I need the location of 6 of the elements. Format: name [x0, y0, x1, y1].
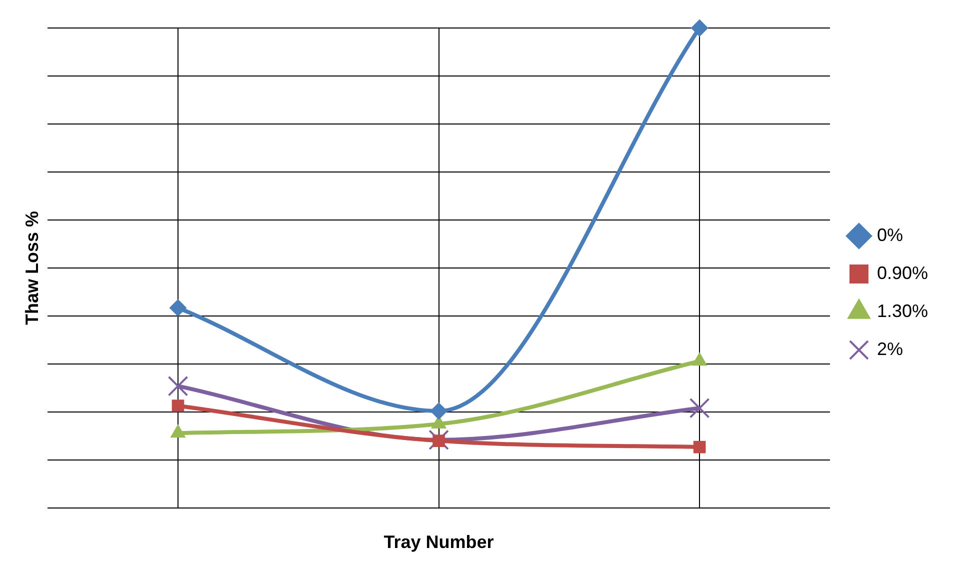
y-axis-title: Thaw Loss %	[22, 210, 42, 326]
x-axis-title: Tray Number	[384, 532, 494, 552]
legend-label: 0%	[876, 224, 903, 245]
legend-label: 0.90%	[876, 262, 928, 283]
legend-label: 1.30%	[876, 300, 928, 321]
legend-label: 2%	[876, 338, 903, 359]
